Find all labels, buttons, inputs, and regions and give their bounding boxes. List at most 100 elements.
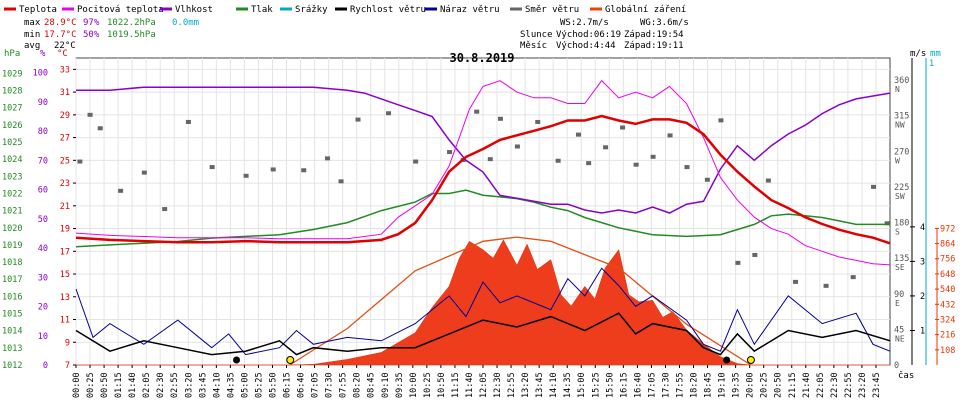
radiation-tick-label: 756 [940, 255, 955, 265]
wind-direction-point [633, 162, 639, 167]
wind-direction-point [765, 178, 771, 183]
info-moon-label: Měsíc [520, 41, 547, 51]
wind-direction-point [497, 116, 503, 121]
radiation-area [76, 239, 890, 366]
wind-direction-point [620, 125, 626, 130]
c-tick-label: 11 [60, 316, 70, 326]
hpa-tick-label: 1024 [2, 155, 22, 165]
x-tick-label: 04:10 [212, 372, 222, 398]
stat-max-label: max [24, 18, 41, 28]
x-tick-label: 20:25 [760, 372, 770, 398]
radiation-tick-label: 108 [940, 346, 955, 356]
legend-label: Globální záření [605, 5, 686, 15]
sunrise-marker [286, 356, 295, 364]
axis-time-label: čas [898, 370, 914, 381]
wind-gust-line [75, 267, 891, 356]
info-sunset: Západ:19:54 [624, 30, 684, 40]
x-tick-label: 03:20 [184, 372, 194, 398]
x-tick-label: 15:25 [591, 372, 601, 398]
x-tick-label: 10:25 [423, 372, 433, 398]
hpa-tick-label: 1017 [2, 275, 22, 285]
x-tick-label: 13:20 [521, 372, 531, 398]
pct-tick-label: 0 [43, 361, 48, 371]
pct-tick-label: 90 [38, 98, 48, 108]
wind-direction-point [650, 154, 656, 159]
x-tick-label: 06:40 [297, 372, 307, 398]
wind-direction-point [871, 184, 877, 189]
axis-c-label: °C [57, 49, 68, 59]
x-tick-label: 09:35 [395, 372, 405, 398]
hpa-tick-label: 1020 [2, 224, 22, 234]
info-moonrise: Východ:4:44 [556, 41, 616, 51]
radiation-tick-label: 432 [940, 300, 955, 310]
stat-min-temp: 17.7°C [44, 30, 77, 40]
legend-label: Směr větru [525, 5, 579, 15]
radiation-tick-label: 648 [940, 270, 955, 280]
x-tick-label: 14:10 [549, 372, 559, 398]
ms-tick-label: 2 [920, 292, 925, 302]
wind-direction-point [793, 279, 799, 284]
wind-direction-point [270, 167, 276, 172]
series-layer [75, 79, 891, 364]
x-tick-label: 07:30 [325, 372, 335, 398]
x-tick-label: 10:00 [409, 372, 419, 398]
x-tick-label: 17:05 [647, 372, 657, 398]
radiation-layer [76, 236, 890, 366]
hpa-tick-label: 1016 [2, 292, 22, 302]
hpa-tick-label: 1029 [2, 69, 22, 79]
info-block: WS:2.7m/s WG:3.6m/s Slunce Východ:06:19 Zápa… [520, 18, 689, 51]
clear-sky-radiation-line [289, 236, 752, 366]
legend-label: Tlak [251, 5, 273, 15]
x-tick-label: 07:55 [339, 372, 349, 398]
stat-max-temp: 28.9°C [44, 18, 77, 28]
c-tick-label: 29 [60, 111, 70, 121]
hpa-tick-label: 1022 [2, 189, 22, 199]
wind-direction-point [185, 119, 191, 124]
x-tick-label: 01:15 [114, 372, 124, 398]
wind-direction-point [141, 170, 147, 175]
direction-sub-label: S [895, 228, 900, 237]
direction-sub-label: NE [895, 334, 905, 343]
x-tick-label: 12:30 [493, 372, 503, 398]
direction-tick-label: 135 [894, 254, 909, 264]
wind-direction-point [535, 119, 541, 124]
x-tick-label: 08:45 [367, 372, 377, 398]
wind-direction-point [514, 144, 520, 149]
hpa-tick-label: 1014 [2, 327, 22, 337]
stats-block: max 28.9°C 97% 1022.2hPa 0.0mm min 17.7°C 50% 10… [24, 18, 199, 51]
mm-tick-label: 1 [929, 59, 934, 69]
pct-tick-label: 60 [38, 186, 48, 196]
pct-tick-label: 80 [38, 127, 48, 137]
chart-title: 30.8.2019 [449, 51, 514, 65]
moonrise-marker [233, 356, 241, 364]
x-tick-label: 23:20 [858, 372, 868, 398]
radiation-tick-label: 972 [940, 224, 955, 234]
direction-tick-label: 180 [894, 219, 909, 229]
x-tick-label: 02:30 [156, 372, 166, 398]
x-tick-label: 02:55 [170, 372, 180, 398]
stat-avg-label: avg [24, 41, 40, 51]
direction-sub-label: E [895, 299, 900, 308]
wind-direction-point [243, 173, 249, 178]
c-tick-label: 9 [65, 338, 70, 348]
x-tick-label: 15:50 [605, 372, 615, 398]
wind-direction-point [413, 159, 419, 164]
hpa-tick-label: 1026 [2, 121, 22, 131]
axis-pct-label: % [40, 49, 46, 59]
x-tick-label: 17:55 [675, 372, 685, 398]
x-tick-label: 03:45 [198, 372, 208, 398]
x-tick-label: 22:55 [844, 372, 854, 398]
x-tick-label: 14:35 [563, 372, 573, 398]
info-sun-label: Slunce [520, 30, 553, 40]
legend-label: Teplota [19, 5, 57, 15]
x-tick-label: 19:35 [732, 372, 742, 398]
x-tick-label: 05:50 [268, 372, 278, 398]
c-tick-label: 13 [60, 293, 70, 303]
x-tick-label: 21:40 [802, 372, 812, 398]
c-tick-label: 33 [60, 65, 70, 75]
wind-direction-point [487, 157, 493, 162]
info-moonset: Západ:19:11 [624, 41, 684, 51]
x-tick-label: 01:40 [128, 372, 138, 398]
legend-label: Náraz větru [440, 5, 500, 15]
